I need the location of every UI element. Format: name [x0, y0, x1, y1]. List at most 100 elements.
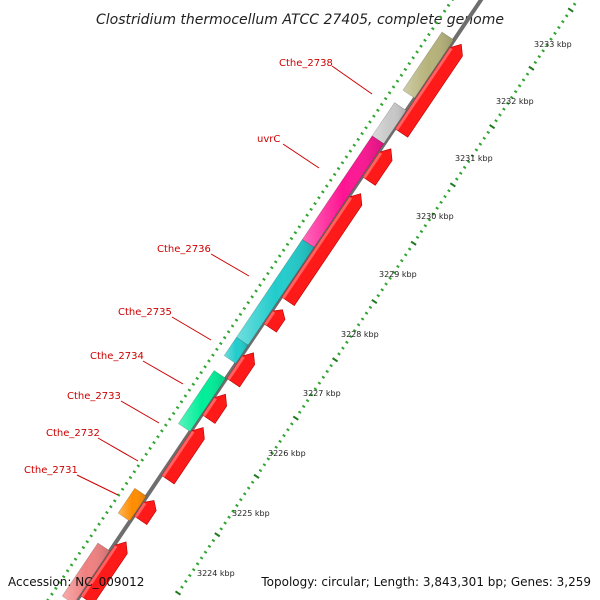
- minor-tick: [360, 317, 365, 321]
- minor-tick: [278, 439, 282, 444]
- guide-tick: [438, 15, 443, 19]
- gene-leader-line: [171, 316, 212, 341]
- major-tick: [253, 473, 260, 479]
- minor-tick: [227, 515, 231, 519]
- minor-tick: [564, 14, 569, 18]
- guide-tick: [152, 440, 156, 445]
- guide-tick: [101, 516, 105, 521]
- guide-tick: [281, 248, 286, 252]
- guide-tick: [89, 534, 93, 538]
- guide-tick: [199, 370, 203, 375]
- guide-tick: [207, 359, 211, 363]
- minor-tick: [235, 503, 239, 508]
- minor-tick: [211, 538, 216, 543]
- guide-tick: [430, 26, 435, 31]
- guide-tick: [46, 598, 50, 600]
- guide-tick: [446, 3, 451, 8]
- minor-tick: [541, 49, 545, 53]
- accession-text: Accession: NC_009012: [8, 575, 144, 589]
- minor-tick: [482, 136, 487, 140]
- guide-tick: [163, 423, 168, 427]
- minor-tick: [447, 189, 451, 193]
- tick-label: 3224 kbp: [197, 569, 235, 578]
- guide-tick: [160, 429, 164, 433]
- gene-label: Cthe_2733: [67, 391, 121, 402]
- guide-tick: [211, 353, 215, 357]
- backbone-line: [75, 0, 484, 600]
- minor-tick: [180, 585, 184, 589]
- minor-tick: [309, 393, 314, 397]
- minor-tick: [337, 352, 341, 356]
- guide-tick: [215, 347, 219, 351]
- minor-tick: [223, 521, 227, 525]
- guide-tick: [262, 277, 266, 282]
- minor-tick: [184, 579, 188, 584]
- minor-tick: [191, 568, 196, 572]
- guide-tick: [407, 61, 412, 66]
- minor-tick: [270, 451, 275, 455]
- minor-tick: [462, 165, 467, 170]
- major-tick: [410, 240, 417, 246]
- minor-tick: [195, 562, 200, 566]
- feature-highlight: [202, 397, 217, 417]
- guide-tick: [238, 312, 243, 316]
- minor-tick: [470, 154, 475, 158]
- guide-tick: [73, 557, 78, 561]
- minor-tick: [454, 177, 459, 181]
- guide-tick: [301, 219, 306, 223]
- guide-tick: [285, 242, 290, 247]
- guide-tick: [348, 149, 353, 153]
- forward-gene-feature: [202, 393, 228, 424]
- major-tick: [174, 590, 182, 596]
- forward-gene-feature: [394, 43, 463, 138]
- minor-tick: [348, 334, 353, 339]
- guide-tick: [57, 580, 62, 585]
- feature-highlight: [134, 502, 147, 518]
- minor-tick: [384, 282, 388, 286]
- minor-tick: [513, 89, 518, 94]
- guide-tick: [54, 586, 58, 591]
- minor-tick: [376, 294, 381, 298]
- feature-highlight: [161, 430, 195, 478]
- guide-tick: [61, 575, 66, 579]
- tick-label: 3227 kbp: [303, 389, 341, 398]
- minor-tick: [525, 72, 530, 76]
- minor-tick: [286, 428, 290, 432]
- guide-tick: [254, 289, 258, 293]
- minor-tick: [203, 550, 208, 554]
- guide-tick: [368, 120, 372, 124]
- minor-tick: [301, 404, 306, 409]
- guide-tick: [167, 417, 172, 421]
- minor-tick: [290, 422, 294, 426]
- major-tick: [528, 65, 535, 71]
- guide-tick: [242, 306, 247, 311]
- guide-tick: [266, 271, 270, 276]
- feature-shading: [118, 488, 147, 521]
- guide-tick: [356, 137, 360, 142]
- minor-tick: [415, 235, 420, 240]
- guide-tick: [321, 190, 325, 194]
- minor-tick: [533, 60, 538, 65]
- guide-tick: [85, 540, 90, 544]
- gene-label: uvrC: [257, 134, 280, 145]
- guide-tick: [427, 32, 431, 37]
- minor-tick: [219, 527, 223, 531]
- guide-tick: [222, 335, 227, 340]
- feature-shading: [236, 239, 314, 346]
- guide-tick: [230, 324, 235, 328]
- gene-label-layer: Cthe_2738 uvrC Cthe_2736 Cthe_2735 Cthe_2734…: [24, 58, 373, 496]
- minor-tick: [250, 480, 255, 484]
- minor-tick: [242, 492, 247, 496]
- minor-tick: [392, 270, 396, 275]
- lower-feature-track: [80, 43, 463, 600]
- guide-tick: [203, 365, 207, 369]
- guide-tick: [218, 341, 223, 346]
- minor-tick: [403, 253, 408, 257]
- minor-tick: [400, 259, 404, 263]
- feature-shading: [224, 337, 249, 364]
- guide-tick: [297, 225, 302, 229]
- guide-tick: [81, 545, 86, 550]
- guide-tick: [148, 446, 152, 451]
- guide-tick: [171, 411, 176, 416]
- minor-tick: [352, 328, 357, 333]
